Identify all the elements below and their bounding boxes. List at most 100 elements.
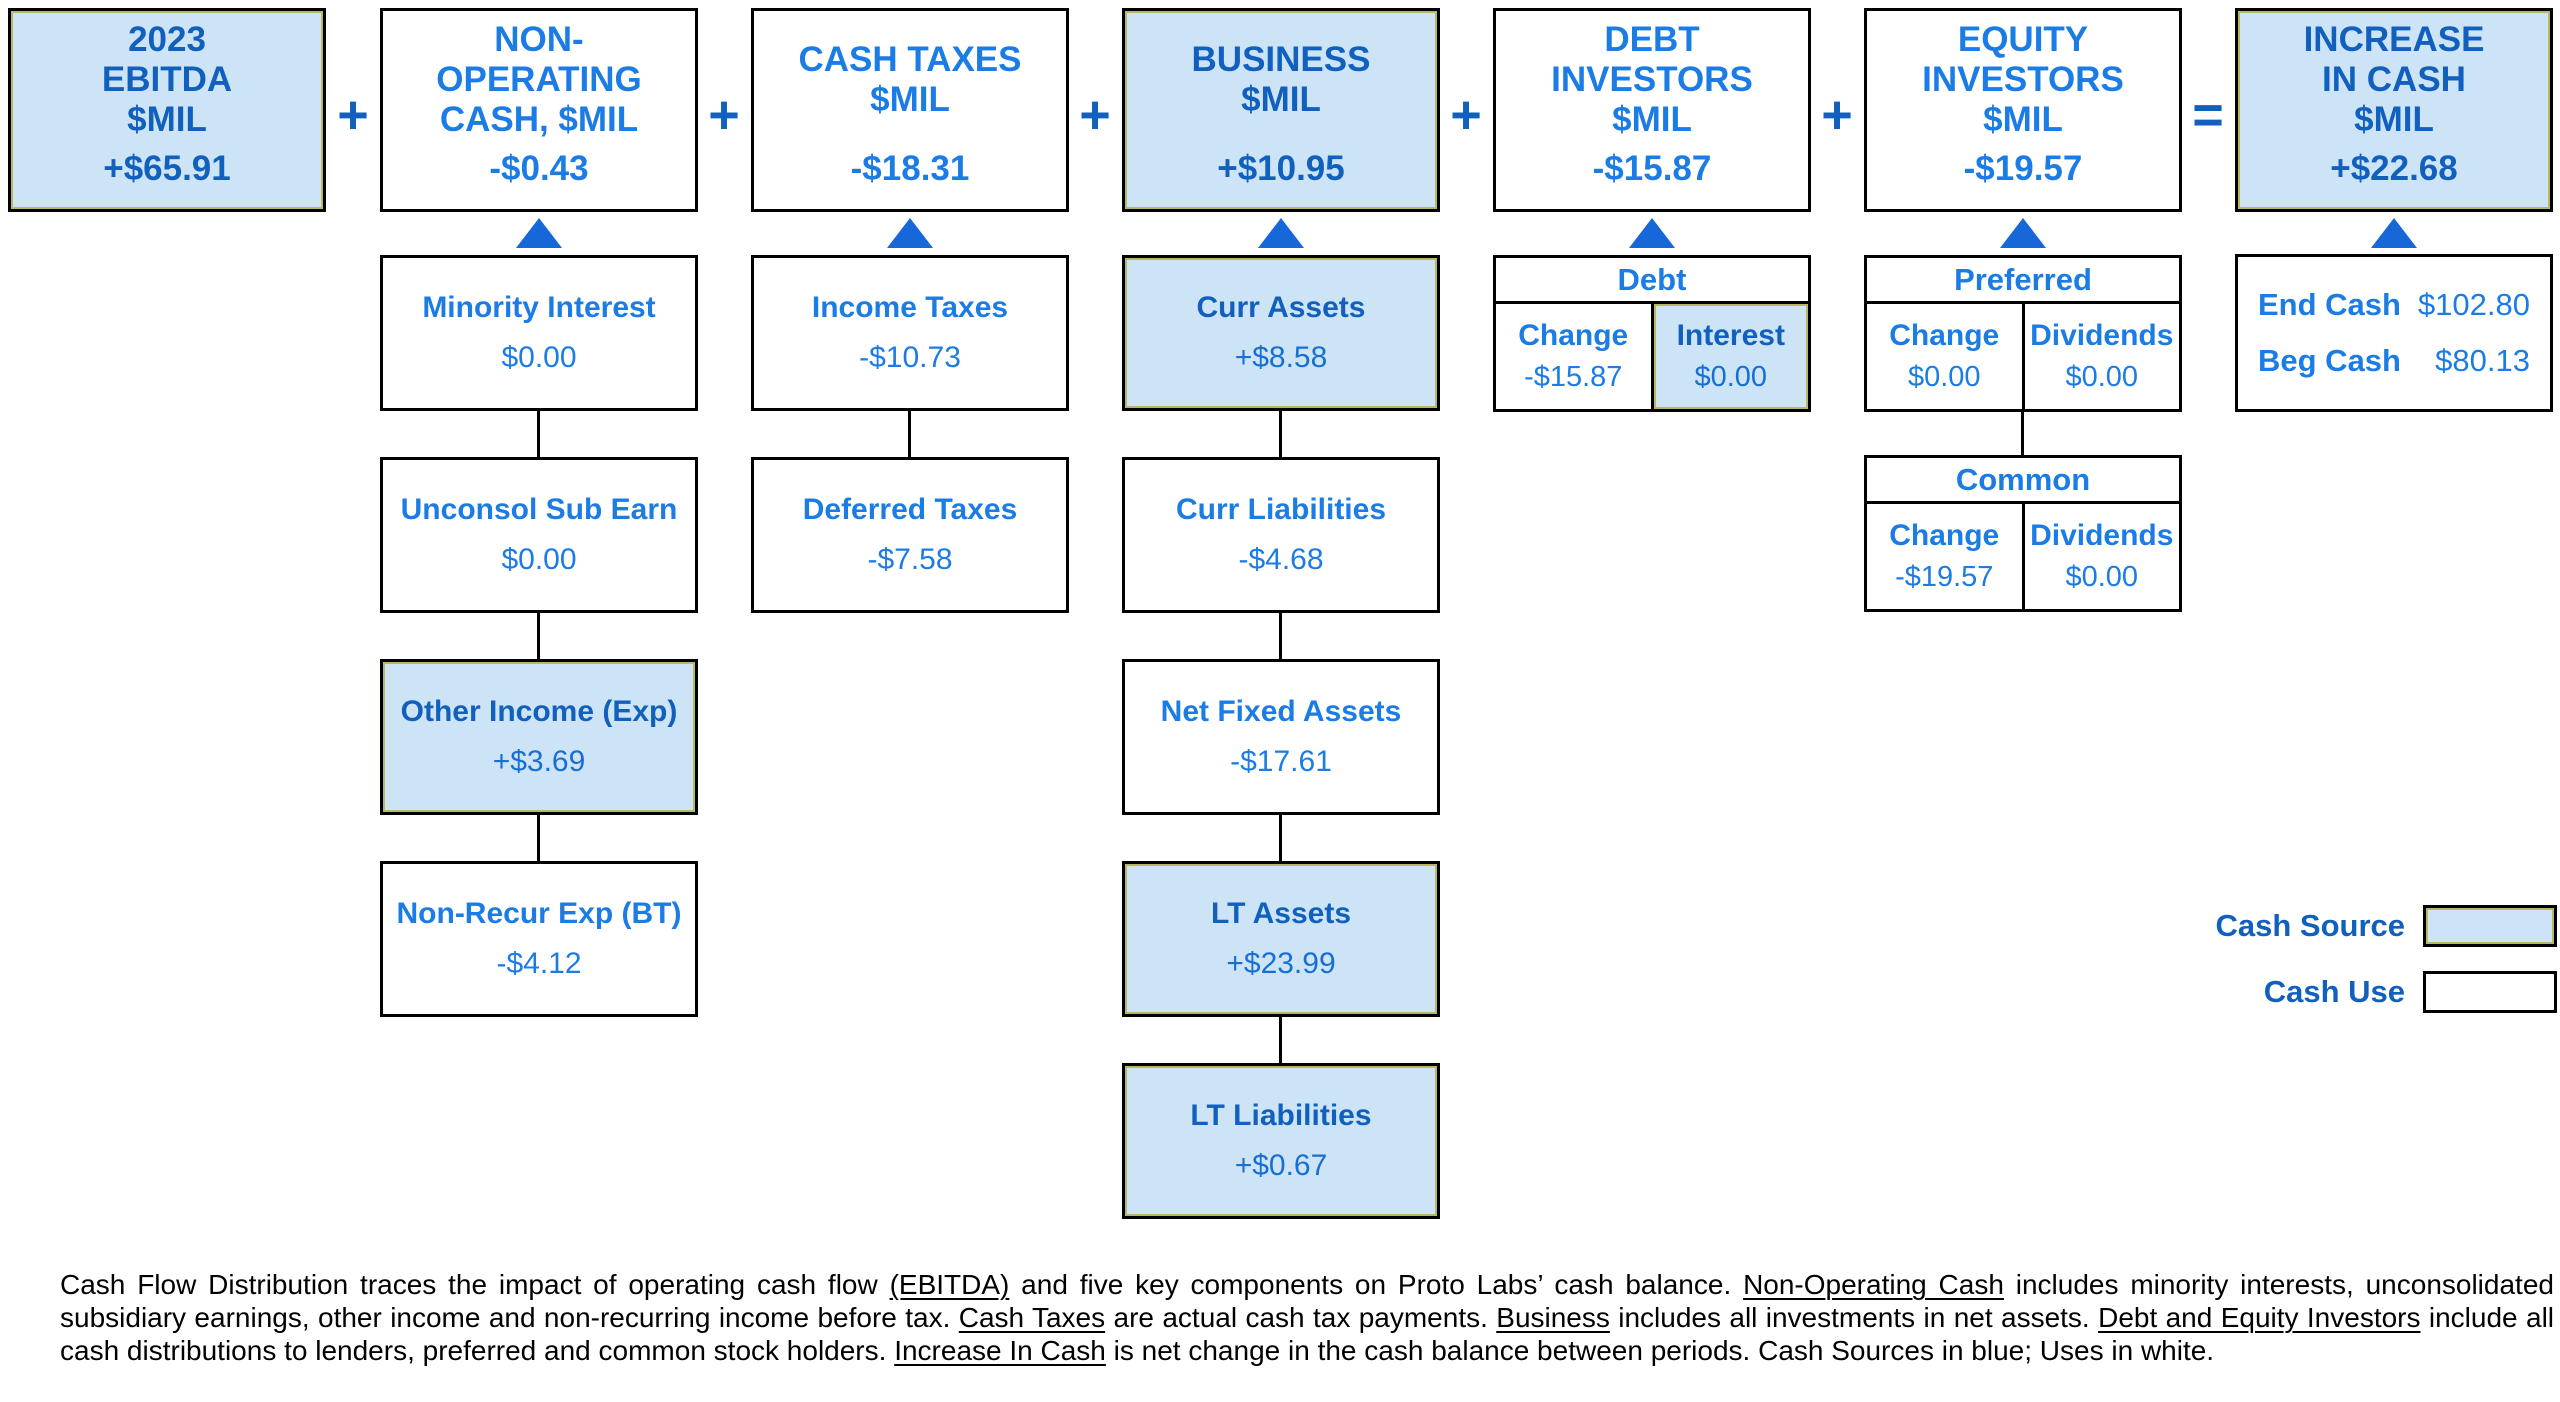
deferred-taxes-value: -$7.58 [867, 543, 953, 576]
debt-interest-label: Interest [1676, 319, 1785, 352]
preferred-change-value: $0.00 [1907, 361, 1981, 393]
preferred-dividends-value: $0.00 [2065, 361, 2139, 393]
connector-line [1279, 411, 1282, 457]
cash-taxes-title: CASH TAXES $MIL [798, 39, 1022, 119]
non-operating-cash-title: NON- OPERATING CASH, $MIL [436, 19, 642, 140]
unconsol-sub-earn-box: Unconsol Sub Earn $0.00 [380, 457, 698, 613]
legend-cash-source-swatch [2423, 905, 2557, 947]
lt-assets-value: +$23.99 [1226, 947, 1336, 980]
other-income-value: +$3.69 [492, 745, 586, 778]
income-taxes-value: -$10.73 [859, 341, 961, 374]
connector-line [1279, 613, 1282, 659]
up-arrow-icon [516, 218, 562, 248]
non-recur-exp-label: Non-Recur Exp (BT) [396, 897, 682, 930]
end-cash-label: End Cash [2258, 287, 2401, 322]
curr-liabilities-label: Curr Liabilities [1175, 493, 1387, 526]
non-recur-exp-box: Non-Recur Exp (BT) -$4.12 [380, 861, 698, 1017]
lt-liabilities-box: LT Liabilities +$0.67 [1122, 1063, 1440, 1219]
end-cash-value: $102.80 [2417, 287, 2530, 322]
increase-in-cash-title: INCREASE IN CASH $MIL [2303, 19, 2485, 140]
lt-liabilities-label: LT Liabilities [1190, 1099, 1372, 1132]
ebitda-value: +$65.91 [103, 149, 231, 188]
increase-in-cash-box: INCREASE IN CASH $MIL +$22.68 [2235, 8, 2553, 212]
cash-balance-summary-box: End Cash $102.80 Beg Cash $80.13 [2235, 254, 2553, 412]
business-title: BUSINESS $MIL [1191, 39, 1371, 119]
equity-investors-title: EQUITY INVESTORS $MIL [1922, 19, 2124, 140]
debt-change-value: -$15.87 [1524, 361, 1623, 393]
deferred-taxes-label: Deferred Taxes [802, 493, 1018, 526]
connector-line [1279, 1017, 1282, 1063]
plus-operator: + [1450, 85, 1482, 145]
beg-cash-label: Beg Cash [2258, 343, 2401, 378]
debt-investors-box: DEBT INVESTORS $MIL -$15.87 [1493, 8, 1811, 212]
equity-investors-box: EQUITY INVESTORS $MIL -$19.57 [1864, 8, 2182, 212]
net-fixed-assets-value: -$17.61 [1230, 745, 1332, 778]
plus-operator: + [337, 85, 369, 145]
debt-change-label: Change [1518, 319, 1629, 352]
connector-line [908, 411, 911, 457]
unconsol-sub-earn-label: Unconsol Sub Earn [400, 493, 678, 526]
curr-liabilities-box: Curr Liabilities -$4.68 [1122, 457, 1440, 613]
other-income-box: Other Income (Exp) +$3.69 [380, 659, 698, 815]
preferred-dividends-cell: Dividends $0.00 [2021, 304, 2179, 409]
footnote-term: Increase In Cash [894, 1335, 1106, 1366]
plus-operator: + [1079, 85, 1111, 145]
footnote-text: and five key components on Proto Labs’ c… [1009, 1269, 1744, 1300]
footnote-term: Non-Operating Cash [1743, 1269, 2004, 1300]
non-operating-cash-box: NON- OPERATING CASH, $MIL -$0.43 [380, 8, 698, 212]
minority-interest-label: Minority Interest [422, 291, 656, 324]
curr-assets-value: +$8.58 [1234, 341, 1328, 374]
connector-line [537, 815, 540, 861]
common-table-header: Common [1867, 458, 2179, 504]
lt-liabilities-value: +$0.67 [1234, 1149, 1328, 1182]
common-table: Common Change -$19.57 Dividends $0.00 [1864, 455, 2182, 612]
debt-interest-value: $0.00 [1694, 361, 1768, 393]
plus-operator: + [1821, 85, 1853, 145]
net-fixed-assets-label: Net Fixed Assets [1160, 695, 1402, 728]
debt-table: Debt Change -$15.87 Interest $0.00 [1493, 255, 1811, 412]
lt-assets-box: LT Assets +$23.99 [1122, 861, 1440, 1017]
footnote-text: includes all investments in net assets. [1609, 1302, 2099, 1333]
common-dividends-label: Dividends [2030, 519, 2174, 552]
legend-cash-use-swatch [2423, 971, 2557, 1013]
beg-cash-row: Beg Cash $80.13 [2258, 343, 2530, 379]
preferred-dividends-label: Dividends [2030, 319, 2174, 352]
connector-line [2021, 412, 2024, 455]
lt-assets-label: LT Assets [1210, 897, 1352, 930]
common-change-label: Change [1889, 519, 2000, 552]
income-taxes-box: Income Taxes -$10.73 [751, 255, 1069, 411]
increase-in-cash-value: +$22.68 [2330, 149, 2458, 188]
debt-table-header: Debt [1496, 258, 1808, 304]
common-change-cell: Change -$19.57 [1867, 504, 2022, 609]
legend-cash-use-label: Cash Use [2263, 974, 2405, 1009]
footnote-text: is net change in the cash balance betwee… [1105, 1335, 2215, 1366]
ebitda-box: 2023 EBITDA $MIL +$65.91 [8, 8, 326, 212]
footnote-term: Debt and Equity Investors [2098, 1302, 2421, 1333]
net-fixed-assets-box: Net Fixed Assets -$17.61 [1122, 659, 1440, 815]
legend-cash-source-label: Cash Source [2215, 908, 2405, 943]
footnote-text: are actual cash tax payments. [1105, 1302, 1497, 1333]
connector-line [537, 613, 540, 659]
business-value: +$10.95 [1217, 149, 1345, 188]
footnote: Cash Flow Distribution traces the impact… [60, 1268, 2554, 1367]
minority-interest-box: Minority Interest $0.00 [380, 255, 698, 411]
equals-operator: = [2192, 85, 2224, 145]
up-arrow-icon [1258, 218, 1304, 248]
up-arrow-icon [1629, 218, 1675, 248]
deferred-taxes-box: Deferred Taxes -$7.58 [751, 457, 1069, 613]
end-cash-row: End Cash $102.80 [2258, 287, 2530, 323]
footnote-text: Cash Flow Distribution traces the impact… [60, 1269, 890, 1300]
plus-operator: + [708, 85, 740, 145]
cash-taxes-box: CASH TAXES $MIL -$18.31 [751, 8, 1069, 212]
preferred-change-cell: Change $0.00 [1867, 304, 2022, 409]
connector-line [537, 411, 540, 457]
non-operating-cash-value: -$0.43 [489, 149, 589, 188]
up-arrow-icon [887, 218, 933, 248]
footnote-term: (EBITDA) [889, 1269, 1010, 1300]
debt-investors-value: -$15.87 [1592, 149, 1712, 188]
footnote-text: includes minority interests, unconsolida… [60, 1269, 2554, 1333]
curr-assets-box: Curr Assets +$8.58 [1122, 255, 1440, 411]
ebitda-title: 2023 EBITDA $MIL [101, 19, 233, 140]
footnote-term: Cash Taxes [958, 1302, 1106, 1333]
